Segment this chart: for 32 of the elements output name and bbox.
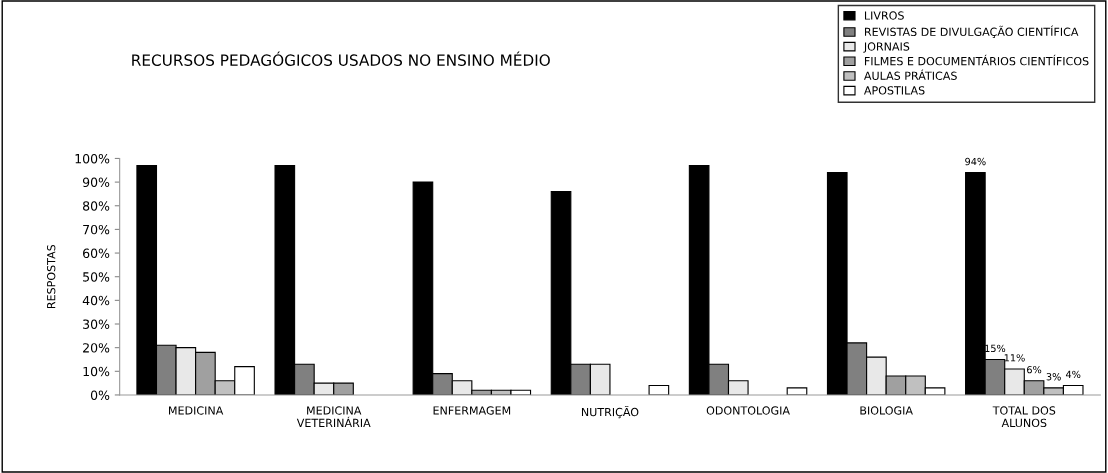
y-tick-label: 70% bbox=[83, 224, 110, 235]
data-label: 11% bbox=[1004, 354, 1025, 362]
y-tick-label: 40% bbox=[82, 295, 110, 306]
x-tick-label: TOTAL DOS ALUNOS bbox=[992, 406, 1056, 428]
y-tick-label: 90% bbox=[82, 177, 110, 188]
legend-label: APOSTILAS bbox=[863, 86, 925, 95]
x-tick-label: NUTRIÇÃO bbox=[581, 405, 639, 419]
y-axis-title: RESPOSTAS bbox=[46, 244, 56, 309]
legend-label: LIVROS bbox=[864, 11, 904, 20]
y-tick-label: 0% bbox=[90, 390, 110, 400]
y-tick-label: 20% bbox=[83, 343, 110, 353]
y-tick-label: 50% bbox=[83, 272, 110, 282]
legend-label: AULAS PRÁTICAS bbox=[863, 69, 957, 80]
x-tick-label: ENFERMAGEM bbox=[433, 406, 511, 415]
data-label: 4% bbox=[1065, 370, 1081, 379]
legend-label: JORNAIS bbox=[863, 42, 910, 53]
y-tick-label: 60% bbox=[83, 248, 110, 258]
data-label: 6% bbox=[1027, 365, 1042, 374]
chart-title: RECURSOS PEDAGÓGICOS USADOS NO ENSINO MÉDIO bbox=[132, 51, 550, 66]
data-label: 94% bbox=[965, 157, 986, 166]
bar bbox=[648, 384, 670, 395]
y-tick-label: 80% bbox=[83, 201, 110, 211]
data-label: 3% bbox=[1046, 373, 1061, 381]
x-tick-label: MEDICINA bbox=[169, 406, 224, 415]
x-tick-label: ODONTOLOGIA bbox=[706, 406, 790, 415]
legend-label: FILMES E DOCUMENTÁRIOS CIENTÍFICOS bbox=[864, 54, 1089, 66]
x-tick-label: MEDICINA VETERINÁRIA bbox=[296, 406, 371, 427]
y-tick-label: 30% bbox=[83, 319, 110, 329]
y-tick-label: 10% bbox=[83, 366, 110, 377]
x-tick-label: BIOLOGIA bbox=[860, 406, 913, 415]
y-tick-label: 100% bbox=[75, 153, 110, 164]
legend-label: REVISTAS DE DIVULGAÇÃO CIENTÍFICA bbox=[864, 25, 1079, 39]
